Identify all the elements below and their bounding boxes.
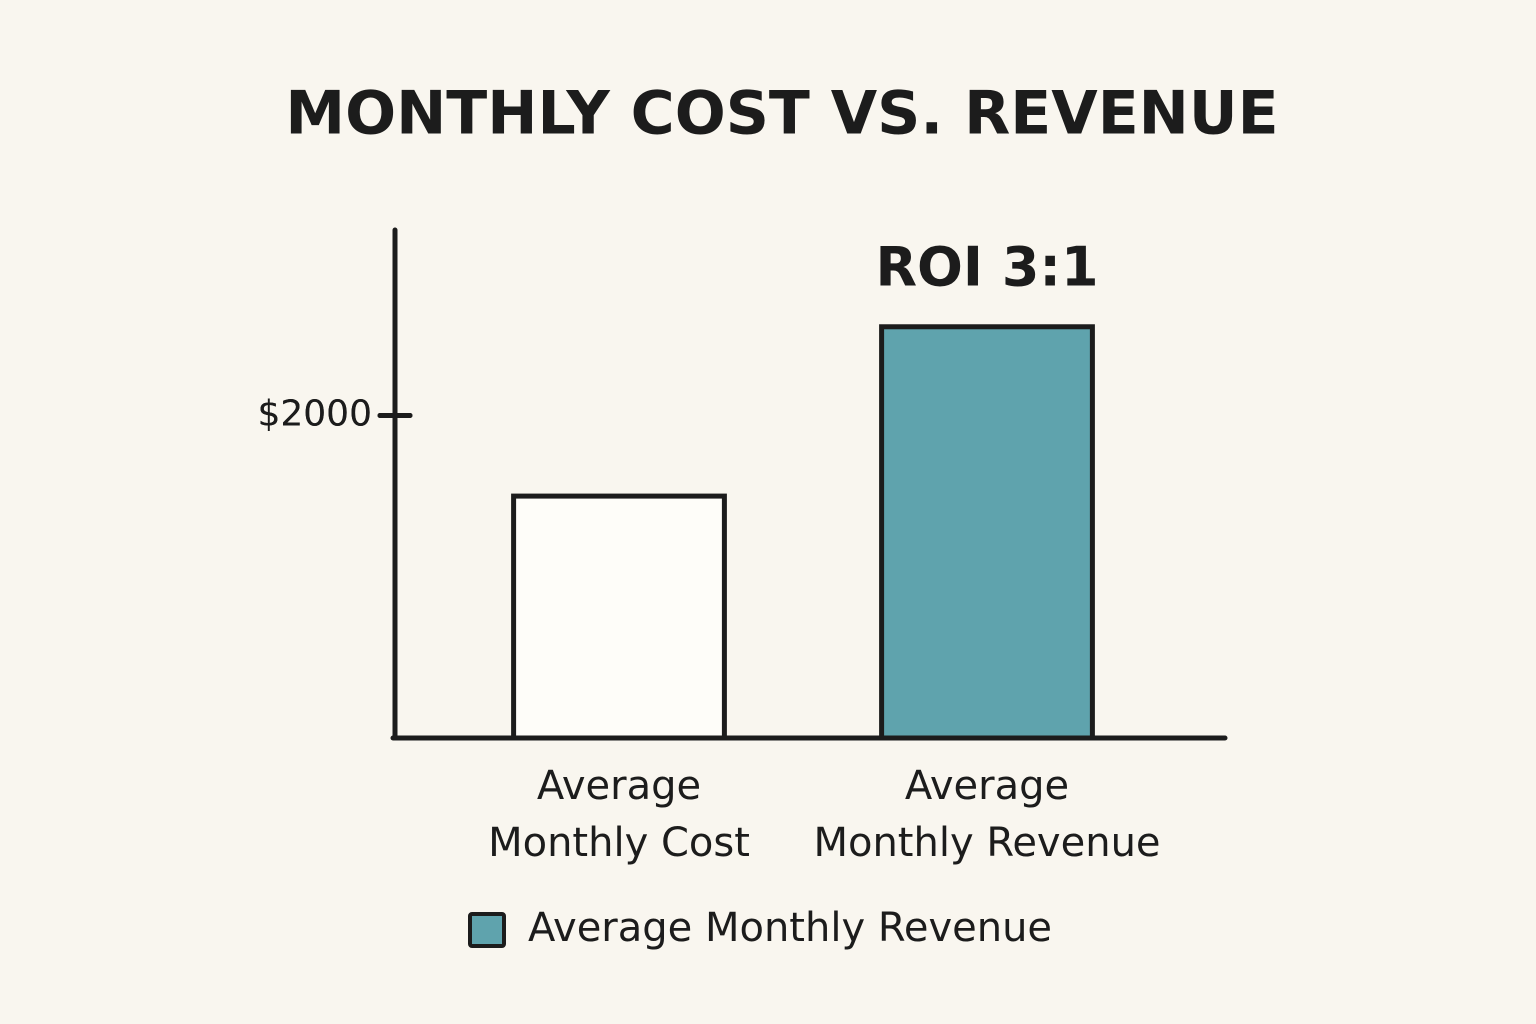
annotation: ROI 3:1 bbox=[875, 235, 1098, 298]
bar bbox=[511, 493, 727, 741]
legend-swatch bbox=[468, 912, 506, 948]
y-tick-label: $2000 bbox=[257, 393, 372, 434]
bar bbox=[879, 324, 1095, 741]
legend-label: Average Monthly Revenue bbox=[528, 905, 1052, 951]
x-tick-label: Average Monthly Cost bbox=[488, 763, 750, 866]
x-tick-label: Average Monthly Revenue bbox=[813, 763, 1160, 866]
chart-title: MONTHLY COST VS. REVENUE bbox=[285, 79, 1278, 149]
y-tick-label: $2000 bbox=[257, 393, 372, 434]
